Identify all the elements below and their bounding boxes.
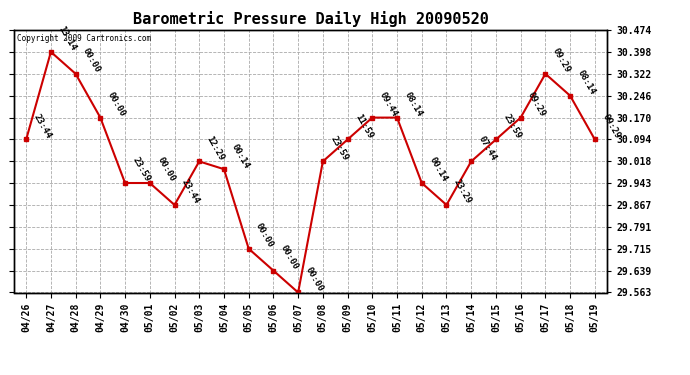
- Text: 23:44: 23:44: [180, 178, 201, 206]
- Text: 23:29: 23:29: [452, 178, 473, 206]
- Text: 00:14: 00:14: [427, 156, 449, 184]
- Text: 13:14: 13:14: [57, 25, 78, 52]
- Text: 23:59: 23:59: [328, 134, 350, 162]
- Text: 23:44: 23:44: [32, 112, 53, 140]
- Text: 00:00: 00:00: [155, 156, 177, 184]
- Text: 09:29: 09:29: [551, 46, 572, 74]
- Text: 09:29: 09:29: [600, 112, 622, 140]
- Text: 23:59: 23:59: [130, 156, 152, 184]
- Text: 00:00: 00:00: [254, 222, 275, 249]
- Text: Copyright 2009 Cartronics.com: Copyright 2009 Cartronics.com: [17, 34, 151, 43]
- Text: 00:00: 00:00: [279, 243, 300, 271]
- Text: 00:00: 00:00: [81, 46, 102, 74]
- Text: 12:29: 12:29: [205, 134, 226, 162]
- Text: 07:44: 07:44: [477, 134, 498, 162]
- Title: Barometric Pressure Daily High 20090520: Barometric Pressure Daily High 20090520: [132, 12, 489, 27]
- Text: 11:59: 11:59: [353, 112, 375, 140]
- Text: 00:00: 00:00: [106, 90, 127, 118]
- Text: 09:44: 09:44: [378, 90, 399, 118]
- Text: 08:14: 08:14: [402, 90, 424, 118]
- Text: 00:00: 00:00: [304, 266, 325, 293]
- Text: 08:14: 08:14: [575, 69, 597, 96]
- Text: 00:14: 00:14: [230, 142, 250, 170]
- Text: 23:59: 23:59: [502, 112, 523, 140]
- Text: 09:29: 09:29: [526, 90, 547, 118]
